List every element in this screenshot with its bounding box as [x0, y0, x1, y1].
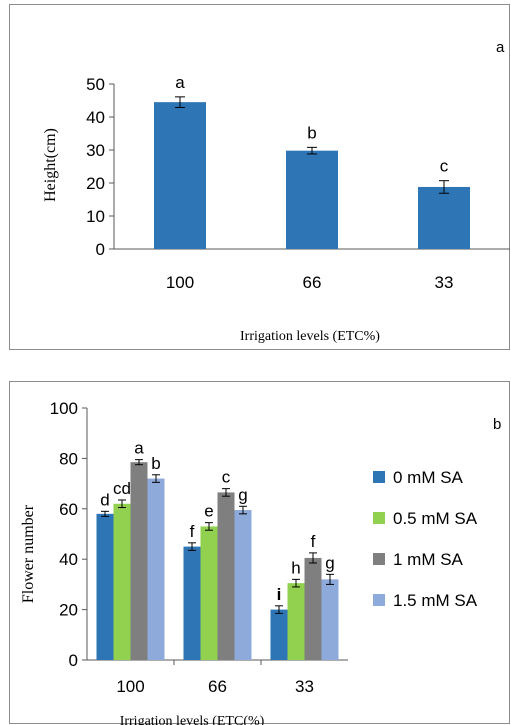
legend-entry: 1 mM SA — [393, 550, 464, 569]
significance-label: f — [190, 522, 195, 541]
x-tick-label-a: 66 — [303, 273, 322, 292]
significance-label: a — [175, 73, 185, 92]
legend: 0 mM SA 0.5 mM SA 1 mM SA 1.5 mM SA — [373, 468, 478, 610]
significance-label: b — [151, 454, 160, 473]
significance-label: c — [440, 157, 449, 176]
y-tick-label-a: 20 — [86, 174, 105, 193]
flower-number-bar-chart: b Flower number Irrigation levels (ETC(%… — [20, 399, 501, 725]
y-tick-label-a: 30 — [86, 141, 105, 160]
x-axis-label-a: Irrigation levels (ETC%) — [240, 329, 380, 344]
legend-entry: 0 mM SA — [393, 468, 464, 487]
x-axis-label-b: Irrigation levels (ETC(%) — [120, 714, 265, 725]
legend-swatch — [373, 512, 385, 524]
chart-panel-a: a Height(cm) Irrigation levels (ETC%) 0 1… — [9, 4, 510, 350]
y-axis-label-a: Height(cm) — [42, 128, 59, 202]
significance-label: g — [238, 485, 247, 504]
x-tick-label-b: 100 — [116, 677, 144, 696]
significance-label: c — [222, 468, 231, 487]
panel-label-a: a — [496, 39, 505, 56]
bar-100-series-2 — [130, 462, 148, 660]
significance-label: f — [311, 532, 316, 551]
y-tick-label-b: 60 — [59, 500, 78, 519]
y-tick-label-a: 10 — [86, 207, 105, 226]
legend-swatch — [373, 594, 385, 606]
significance-label: cd — [113, 479, 131, 498]
significance-label: d — [100, 490, 109, 509]
panel-label-b: b — [493, 416, 501, 433]
y-axis-label-b: Flower number — [20, 504, 37, 603]
y-tick-label-a: 50 — [86, 75, 105, 94]
x-tick-label-a: 33 — [435, 273, 454, 292]
bar-33-series-1 — [287, 583, 305, 660]
legend-entry: 1.5 mM SA — [393, 591, 478, 610]
bar-66-series-2 — [217, 492, 235, 660]
significance-label: g — [325, 553, 334, 572]
bar-100-series-3 — [147, 478, 165, 660]
bar-66-series-3 — [234, 510, 252, 660]
y-tick-label-b: 0 — [69, 651, 78, 670]
x-tick-label-a: 100 — [166, 273, 194, 292]
chart-panel-b: b Flower number Irrigation levels (ETC(%… — [9, 381, 510, 725]
bar-33 — [418, 186, 470, 249]
significance-label: e — [204, 502, 213, 521]
y-tick-label-b: 40 — [59, 550, 78, 569]
significance-label: i — [277, 585, 282, 604]
y-tick-label-b: 80 — [59, 449, 78, 468]
bar-66-series-1 — [200, 526, 218, 660]
legend-entry: 0.5 mM SA — [393, 509, 478, 528]
significance-label: b — [307, 123, 316, 142]
x-tick-label-b: 66 — [208, 677, 227, 696]
y-tick-label-a: 40 — [86, 108, 105, 127]
y-tick-label-b: 20 — [59, 601, 78, 620]
legend-swatch — [373, 553, 385, 565]
bar-100-series-1 — [113, 503, 131, 660]
x-tick-label-b: 33 — [295, 677, 314, 696]
bar-66-series-0 — [183, 546, 201, 660]
bar-33-series-3 — [321, 579, 339, 660]
y-tick-label-a: 0 — [96, 240, 105, 259]
bar-66 — [286, 150, 338, 249]
y-tick-label-b: 100 — [50, 399, 78, 418]
bar-33-series-0 — [270, 609, 288, 660]
bar-100 — [154, 102, 206, 250]
bar-100-series-0 — [96, 513, 114, 660]
legend-swatch — [373, 471, 385, 483]
bar-33-series-2 — [304, 557, 322, 660]
significance-label: a — [134, 439, 144, 458]
significance-label: h — [291, 558, 300, 577]
height-bar-chart: a Height(cm) Irrigation levels (ETC%) 0 1… — [42, 39, 510, 344]
